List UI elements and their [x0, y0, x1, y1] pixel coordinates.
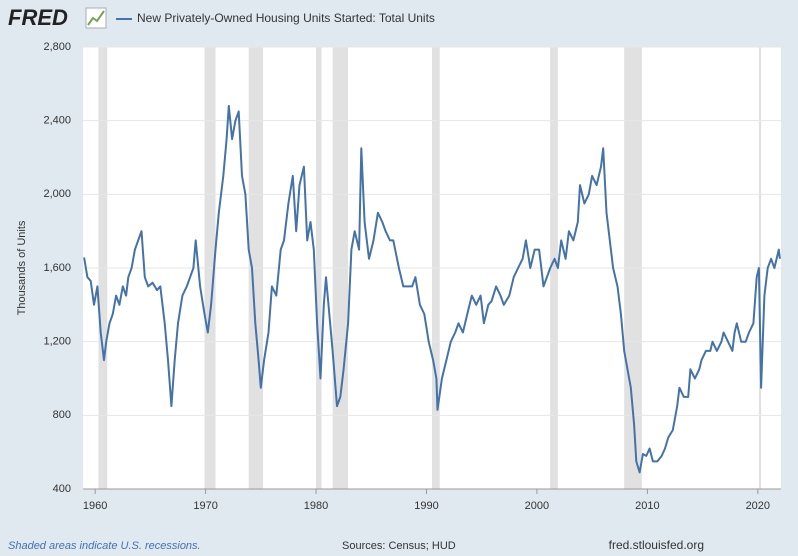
logo: FRED — [8, 5, 68, 30]
source: Sources: Census; HUD — [342, 540, 456, 552]
x-tick-label: 2010 — [635, 500, 659, 512]
x-tick-label: 2000 — [525, 500, 549, 512]
y-tick-label: 2,400 — [43, 115, 71, 127]
x-tick-label: 1960 — [83, 500, 107, 512]
legend-label: New Privately-Owned Housing Units Starte… — [137, 11, 435, 25]
series-line — [83, 104, 781, 474]
x-tick-label: 1970 — [193, 500, 217, 512]
x-tick-label: 2020 — [746, 500, 770, 512]
x-tick-label: 1980 — [304, 500, 328, 512]
y-axis-label: Thousands of Units — [16, 220, 28, 315]
y-tick-label: 1,200 — [43, 336, 71, 348]
logo-icon — [85, 7, 107, 29]
site: fred.stlouisfed.org — [609, 538, 704, 552]
y-tick-label: 2,800 — [43, 41, 71, 53]
x-tick-label: 1990 — [414, 500, 438, 512]
footnote: Shaded areas indicate U.S. recessions. — [8, 540, 201, 552]
y-tick-label: 1,600 — [43, 262, 71, 274]
y-tick-label: 400 — [53, 483, 71, 495]
y-tick-label: 2,000 — [43, 188, 71, 200]
y-tick-label: 800 — [53, 409, 71, 421]
